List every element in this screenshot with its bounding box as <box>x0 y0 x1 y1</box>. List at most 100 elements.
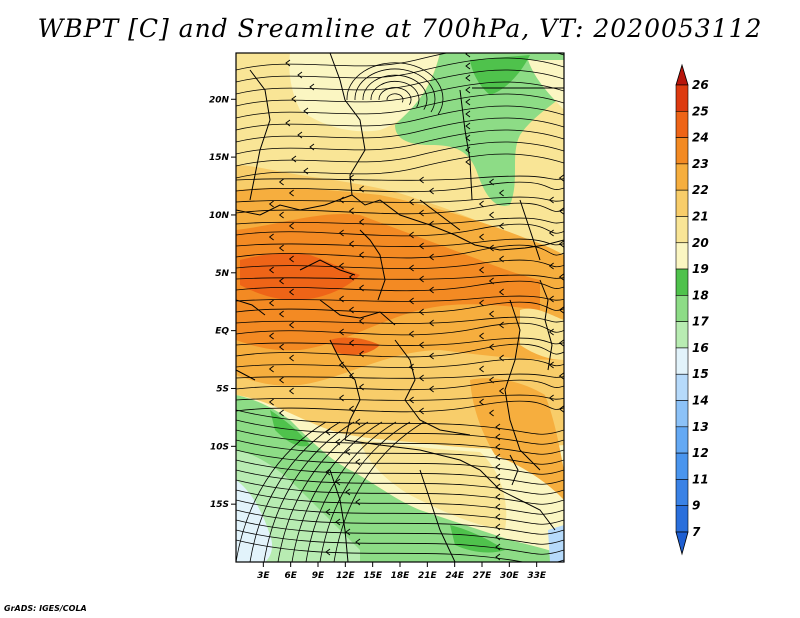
streamline-arrow <box>408 297 414 305</box>
streamline-arrow <box>548 196 554 204</box>
streamline-arrow <box>297 131 303 139</box>
streamline-arrow <box>408 330 414 338</box>
streamline <box>236 280 564 292</box>
colorbar-bottom-arrow <box>675 531 689 556</box>
colorbar-label: 17 <box>692 315 709 329</box>
streamline-arrow <box>268 200 274 208</box>
colorbar-label: 19 <box>692 262 709 276</box>
y-tick-label: EQ <box>215 327 229 337</box>
streamline-arrow <box>558 240 564 248</box>
streamline-arrow <box>288 222 294 230</box>
streamline-arrow <box>345 488 351 496</box>
y-axis: 20N 15N 10N 5N EQ 5S 10S 15S <box>209 95 236 510</box>
streamline-arrow <box>285 119 291 127</box>
x-tick-label: 12E <box>336 571 356 581</box>
y-tick-label: 10S <box>210 442 229 452</box>
streamline-arrow <box>548 229 554 237</box>
streamline-arrow <box>408 198 414 206</box>
streamline-arrow <box>478 299 484 307</box>
streamline-arrow <box>291 95 297 103</box>
streamline-arrow <box>465 122 471 130</box>
streamline-arrow <box>408 231 414 239</box>
streamline-arrow <box>495 473 501 481</box>
x-tick-label: 18E <box>391 571 411 581</box>
streamline <box>236 539 564 562</box>
colorbar-swatch <box>675 452 689 480</box>
streamline <box>370 80 420 108</box>
streamline-arrow <box>495 443 501 451</box>
streamline-arrow <box>478 266 484 274</box>
streamline-arrow <box>358 350 364 358</box>
streamline-arrow <box>408 396 414 404</box>
streamline <box>236 69 564 95</box>
streamline <box>236 419 564 445</box>
streamline <box>236 93 564 119</box>
streamline-arrow <box>278 376 284 384</box>
streamline <box>236 295 564 302</box>
streamline <box>236 519 564 545</box>
x-tick-label: 24E <box>445 571 465 581</box>
streamline-arrow <box>338 328 344 336</box>
streamline <box>236 429 564 455</box>
streamline-arrow <box>345 528 351 536</box>
streamline <box>305 421 397 562</box>
streamline-arrow <box>418 176 424 184</box>
streamline-arrow <box>548 361 554 369</box>
streamline-arrow <box>495 543 501 551</box>
streamline-arrow <box>348 405 354 413</box>
streamline <box>236 489 564 515</box>
streamline-arrow <box>345 448 351 456</box>
colorbar-label: 13 <box>692 420 709 434</box>
streamline-arrow <box>348 339 354 347</box>
streamline <box>236 175 564 181</box>
streamline <box>236 274 564 280</box>
streamline-arrow <box>558 339 564 347</box>
streamline-arrow <box>288 189 294 197</box>
colorbar-swatch <box>675 137 689 165</box>
streamline-arrow <box>335 518 341 526</box>
streamline-arrow <box>428 319 434 327</box>
streamline-arrow <box>278 178 284 186</box>
colorbar-swatch <box>675 84 689 112</box>
streamline-arrow <box>478 365 484 373</box>
streamline-arrow <box>278 244 284 252</box>
colorbar-label: 18 <box>692 288 709 302</box>
streamline-arrow <box>268 233 274 241</box>
streamline-arrow <box>338 262 344 270</box>
streamline-arrow <box>548 328 554 336</box>
streamline-arrow <box>570 285 574 291</box>
streamline-arrow <box>558 273 564 281</box>
streamline <box>333 421 425 562</box>
streamline <box>236 479 564 505</box>
streamline-arrow <box>478 398 484 406</box>
streamline-arrow <box>495 553 501 561</box>
streamline-arrow <box>268 266 274 274</box>
streamline-arrow <box>498 321 504 329</box>
streamline-arrow <box>297 71 303 79</box>
colorbar-label: 24 <box>692 131 709 145</box>
streamline-arrow <box>358 251 364 259</box>
streamline-arrow <box>478 332 484 340</box>
colorbar-swatch <box>675 426 689 454</box>
streamline-arrow <box>558 405 564 413</box>
colorbar-label: 16 <box>692 341 709 355</box>
credit-text: GrADS: IGES/COLA <box>4 604 87 613</box>
streamline <box>362 74 428 110</box>
streamline-arrow <box>495 513 501 521</box>
streamline-arrow <box>338 394 344 402</box>
streamline-arrow <box>488 211 494 219</box>
streamline <box>236 439 564 465</box>
streamline-arrow <box>465 86 471 94</box>
streamline-arrow <box>418 275 424 283</box>
streamline-arrow <box>570 351 574 357</box>
streamline-arrow <box>570 219 574 225</box>
streamline-arrow <box>558 174 564 182</box>
streamline-arrow <box>325 468 331 476</box>
streamline-arrow <box>325 548 331 556</box>
streamline-arrow <box>358 284 364 292</box>
streamline-arrow <box>268 398 274 406</box>
colorbar-label: 12 <box>692 446 709 460</box>
colorbar-swatch <box>675 321 689 349</box>
streamline <box>236 373 564 379</box>
